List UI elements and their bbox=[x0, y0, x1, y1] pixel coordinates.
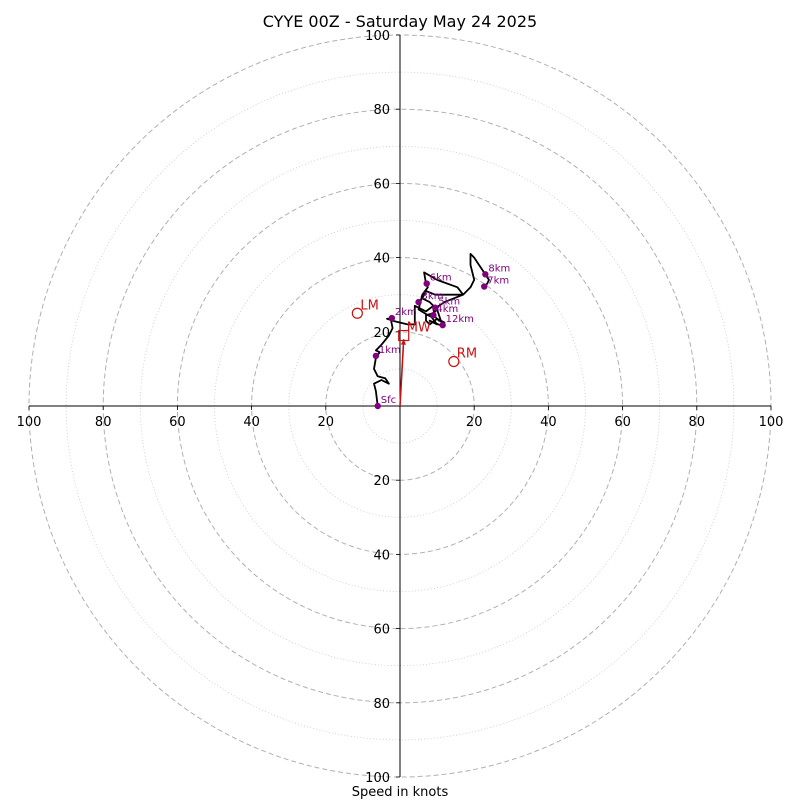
x-tick-label: 40 bbox=[540, 415, 557, 430]
height-marker-dot bbox=[481, 283, 488, 290]
height-marker-dot bbox=[432, 304, 439, 311]
y-tick-label: 100 bbox=[365, 29, 390, 44]
height-marker-label: 12km bbox=[446, 314, 474, 325]
x-tick-label: 100 bbox=[759, 415, 784, 430]
x-tick-label: 80 bbox=[689, 415, 706, 430]
storm-motion-markers: LM MW RM bbox=[351, 298, 477, 407]
height-marker-dot bbox=[372, 352, 380, 360]
y-tick-label: 60 bbox=[373, 177, 390, 192]
vector-arrowhead bbox=[400, 339, 407, 345]
height-marker-label: 3km bbox=[422, 291, 444, 302]
x-axis-label: Speed in knots bbox=[352, 785, 449, 800]
height-marker-label: 7km bbox=[487, 276, 509, 287]
mean-wind-vector bbox=[399, 339, 405, 407]
height-marker-label: 2km bbox=[395, 307, 417, 318]
rm-label: RM bbox=[457, 346, 477, 361]
height-marker-label: Sfc bbox=[381, 395, 396, 406]
height-marker-dot bbox=[374, 402, 381, 410]
height-marker-label: 1km bbox=[379, 345, 401, 356]
lm-label: LM bbox=[360, 298, 378, 313]
height-marker-label: 4km bbox=[436, 304, 458, 315]
x-tick-label: 20 bbox=[318, 415, 335, 430]
x-tick-label: 20 bbox=[466, 415, 483, 430]
y-tick-label: 40 bbox=[373, 548, 390, 563]
y-tick-label: 20 bbox=[373, 474, 390, 489]
y-tick-label: 20 bbox=[373, 326, 390, 341]
height-marker-dot bbox=[482, 271, 489, 278]
x-tick-label: 80 bbox=[95, 415, 112, 430]
height-marker-dot bbox=[415, 298, 422, 306]
y-tick-label: 80 bbox=[373, 697, 390, 712]
height-marker-dot bbox=[388, 314, 396, 322]
axis-ticks: 100 80 60 40 20 20 40 60 80 100 100 80 60 40 20 20 40 60 8… bbox=[17, 29, 784, 786]
x-tick-label: 40 bbox=[243, 415, 260, 430]
x-tick-label: 60 bbox=[169, 415, 186, 430]
x-tick-label: 100 bbox=[17, 415, 42, 430]
height-marker-label: 5km bbox=[438, 297, 460, 308]
hodograph-line bbox=[373, 253, 490, 407]
height-marker-label: 6km bbox=[430, 273, 452, 284]
y-tick-label: 40 bbox=[373, 252, 390, 267]
y-tick-label: 100 bbox=[365, 771, 390, 786]
height-marker-label: 8km bbox=[488, 263, 510, 274]
y-tick-label: 80 bbox=[373, 103, 390, 118]
x-tick-label: 60 bbox=[614, 415, 631, 430]
height-marker-dot bbox=[439, 321, 446, 329]
rm-marker bbox=[448, 355, 460, 368]
y-tick-label: 60 bbox=[373, 623, 390, 638]
mw-label: MW bbox=[407, 321, 431, 336]
mean-wind-marker bbox=[398, 329, 410, 342]
height-marker-dot bbox=[430, 311, 437, 319]
chart-title: CYYE 00Z - Saturday May 24 2025 bbox=[263, 12, 537, 31]
hodograph-trace bbox=[373, 253, 490, 407]
height-marker-dot bbox=[423, 280, 430, 287]
lm-marker bbox=[351, 307, 363, 319]
